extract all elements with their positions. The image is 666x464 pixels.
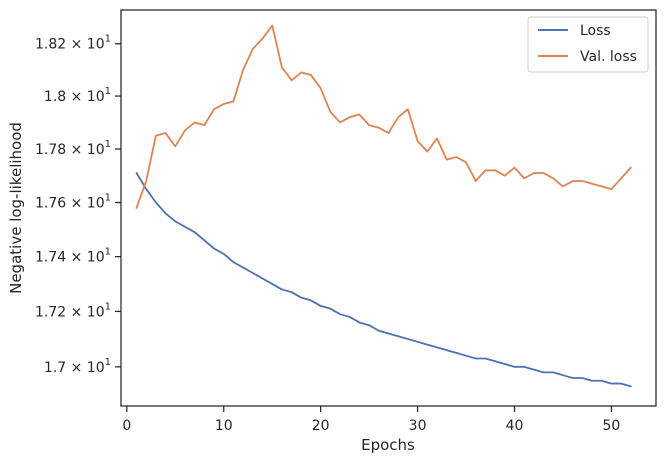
series-line-val-loss — [135, 24, 632, 209]
y-tick-label: 1.78 × 101 — [35, 139, 111, 158]
y-tick-label: 1.7 × 101 — [44, 357, 111, 376]
legend: Loss Val. loss — [527, 16, 649, 73]
y-tick-label: 1.72 × 101 — [35, 301, 111, 320]
y-tick-label: 1.74 × 101 — [35, 247, 111, 266]
legend-label-loss: Loss — [580, 23, 611, 39]
x-tick-label: 10 — [215, 418, 233, 434]
y-tick-label: 1.8 × 101 — [44, 86, 111, 105]
x-tick-label: 20 — [312, 418, 330, 434]
y-tick-label: 1.82 × 101 — [35, 34, 111, 53]
x-axis-label: Epochs — [361, 436, 415, 454]
legend-label-val-loss: Val. loss — [580, 49, 637, 65]
y-axis-label: Negative log-likelihood — [7, 122, 25, 294]
x-tick-label: 40 — [506, 418, 524, 434]
y-axis: 1.7 × 101 1.72 × 101 1.74 × 101 1.76 × 101 1… — [35, 34, 121, 376]
x-tick-label: 0 — [122, 418, 131, 434]
x-tick-label: 50 — [603, 418, 621, 434]
x-axis: 0 10 20 30 40 50 — [122, 406, 620, 434]
series-line-loss — [135, 172, 632, 388]
y-tick-label: 1.76 × 101 — [35, 193, 111, 212]
plot-frame — [120, 9, 657, 407]
x-tick-label: 30 — [409, 418, 427, 434]
plot-lines — [135, 24, 632, 388]
